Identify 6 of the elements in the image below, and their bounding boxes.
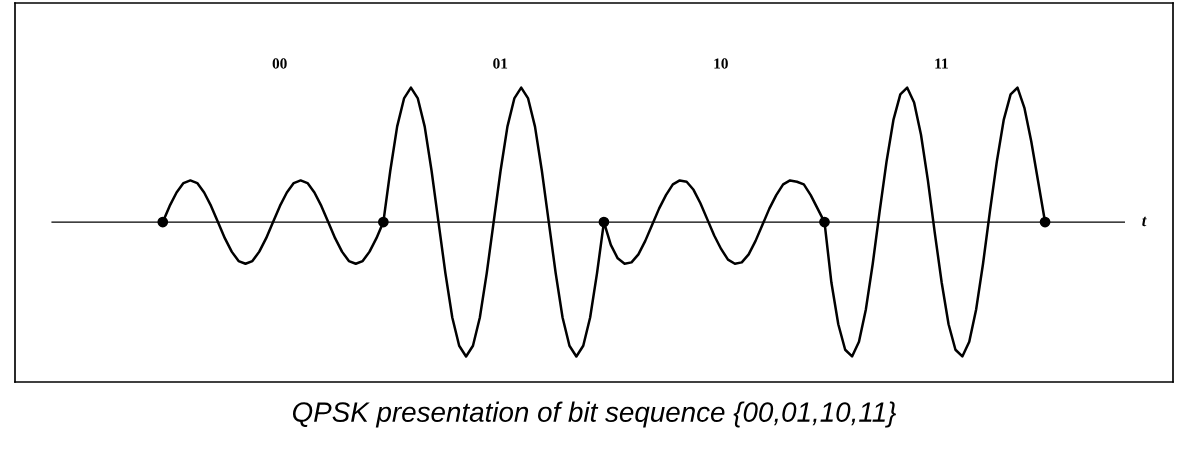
text: 11 [935, 58, 948, 69]
text: 00 [272, 58, 287, 69]
text: 10 [714, 58, 728, 69]
text: QPSK presentation of bit sequence {00,01,10,11} [292, 401, 897, 428]
text: 01 [493, 58, 508, 69]
text: t [1142, 216, 1147, 227]
